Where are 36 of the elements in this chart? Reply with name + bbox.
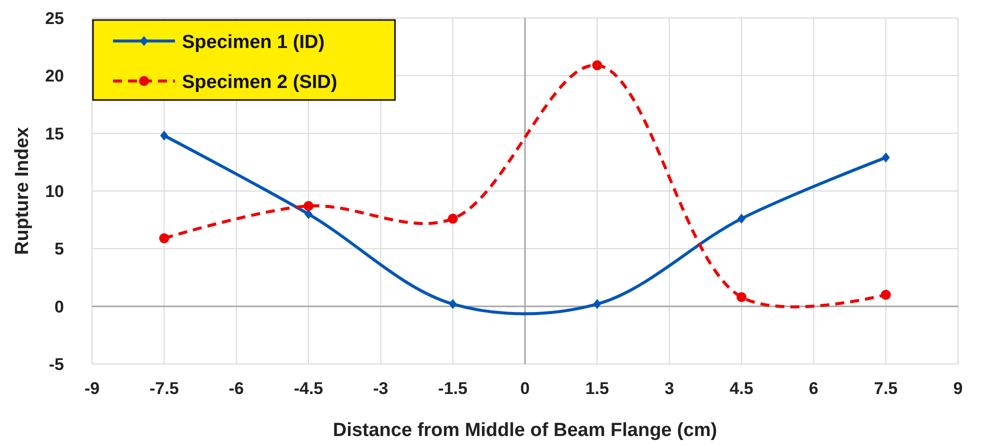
x-tick-label: 7.5 (874, 379, 898, 398)
x-tick-label: -3 (373, 379, 388, 398)
point (160, 130, 168, 141)
point (159, 233, 170, 244)
x-tick-label: 6 (808, 379, 818, 398)
x-axis-title: Distance from Middle of Beam Flange (cm) (332, 420, 718, 441)
y-tick-label: 10 (45, 182, 64, 201)
x-tick-label: 1.5 (585, 379, 609, 398)
legend-label: Specimen 2 (SID) (182, 72, 338, 93)
x-tick-label: -7.5 (150, 379, 179, 398)
y-tick-label: 20 (45, 66, 64, 86)
x-tick-label: -4.5 (294, 379, 324, 398)
y-axis-title: Rupture Index (12, 126, 33, 255)
x-tick-label: -9 (84, 379, 100, 398)
x-tick-label: 4.5 (730, 379, 754, 398)
y-tick-label: 0 (54, 297, 64, 316)
y-tick-label: 25 (45, 9, 64, 28)
x-tick-label: -6 (228, 379, 244, 398)
point (592, 60, 602, 70)
y-tick-label: 5 (54, 240, 64, 259)
x-tick-label: 3 (664, 379, 674, 398)
x-tick-label: 0 (520, 379, 530, 398)
point (304, 209, 312, 220)
point (448, 299, 457, 310)
point (448, 214, 458, 224)
x-tick-label: 9 (953, 379, 963, 398)
point (304, 200, 314, 211)
point (736, 292, 746, 302)
point (880, 290, 891, 300)
point (882, 152, 890, 163)
point (593, 299, 602, 310)
y-tick-label: 15 (45, 124, 64, 144)
point (738, 214, 746, 224)
legend-label: Specimen 1 (ID) (182, 32, 325, 53)
x-tick-label: -1.5 (438, 379, 468, 398)
y-tick-label: -5 (48, 355, 64, 374)
